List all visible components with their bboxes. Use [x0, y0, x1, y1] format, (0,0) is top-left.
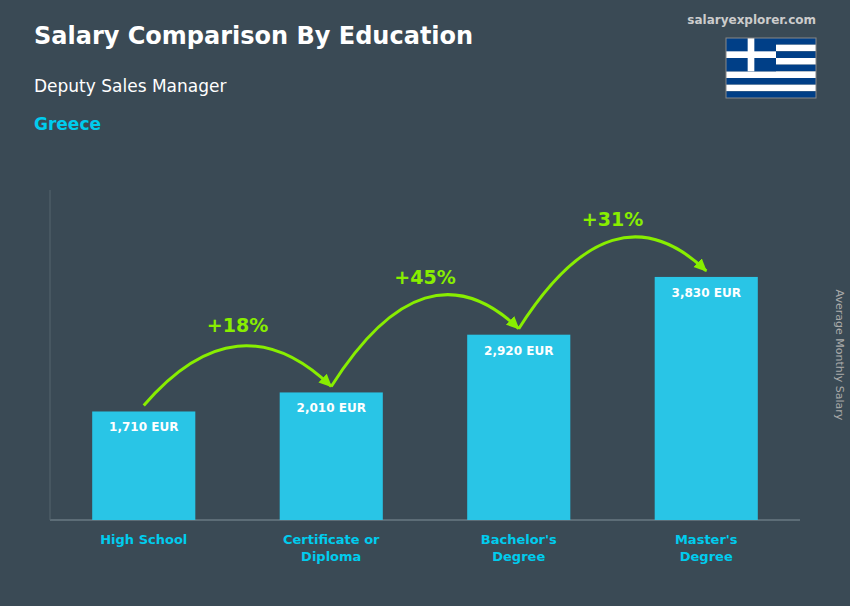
x-tick-label: Bachelor's Degree: [481, 532, 557, 564]
flag-stripe: [726, 78, 816, 85]
x-tick-label: Certificate or Diploma: [283, 532, 380, 564]
y-axis-line: [50, 190, 51, 520]
increment-arrow: [331, 295, 519, 387]
bar: [280, 392, 383, 520]
flag-stripe: [726, 91, 816, 98]
bar: [655, 277, 758, 520]
data-label: 1,710 EUR: [109, 420, 178, 434]
y-axis-label: Average Monthly Salary: [833, 290, 846, 421]
bar: [467, 335, 570, 520]
flag-canton: [726, 38, 776, 71]
bar: [92, 411, 195, 520]
bars: [92, 277, 758, 520]
chart-svg: Salary Comparison By Education Deputy Sal…: [0, 0, 850, 606]
increment-arrow: [519, 237, 707, 329]
background: [0, 0, 850, 606]
x-tick-label-line: Degree: [680, 549, 733, 564]
data-label: 2,920 EUR: [484, 344, 553, 358]
title: Salary Comparison By Education: [34, 22, 473, 50]
flag-stripe: [726, 85, 816, 92]
x-tick-label-line: High School: [100, 532, 187, 547]
flag-stripe: [726, 71, 816, 78]
data-label: 2,010 EUR: [297, 401, 366, 415]
x-tick-label: Master's Degree: [675, 532, 738, 564]
flag-stripe: [726, 51, 816, 58]
increment-label: +31%: [582, 208, 643, 230]
x-tick-label-line: Diploma: [301, 549, 361, 564]
data-label: 3,830 EUR: [672, 286, 741, 300]
subtitle: Greece: [34, 114, 101, 134]
increment-arrow: [144, 346, 332, 406]
x-tick-label-line: Bachelor's: [481, 532, 557, 547]
x-tick-label-line: Certificate or: [283, 532, 380, 547]
increment-label: +45%: [394, 266, 455, 288]
subtitle: Deputy Sales Manager: [34, 76, 226, 96]
x-tick-label: High School: [100, 532, 187, 547]
x-tick-label-line: Degree: [492, 549, 545, 564]
flag: [726, 38, 816, 98]
source: salaryexplorer.com: [687, 13, 816, 27]
chart-container: Salary Comparison By Education Deputy Sal…: [0, 0, 850, 606]
flag-border: [726, 38, 816, 98]
flag-cross: [748, 38, 755, 71]
increment-label: +18%: [207, 314, 268, 336]
x-tick-label-line: Master's: [675, 532, 738, 547]
